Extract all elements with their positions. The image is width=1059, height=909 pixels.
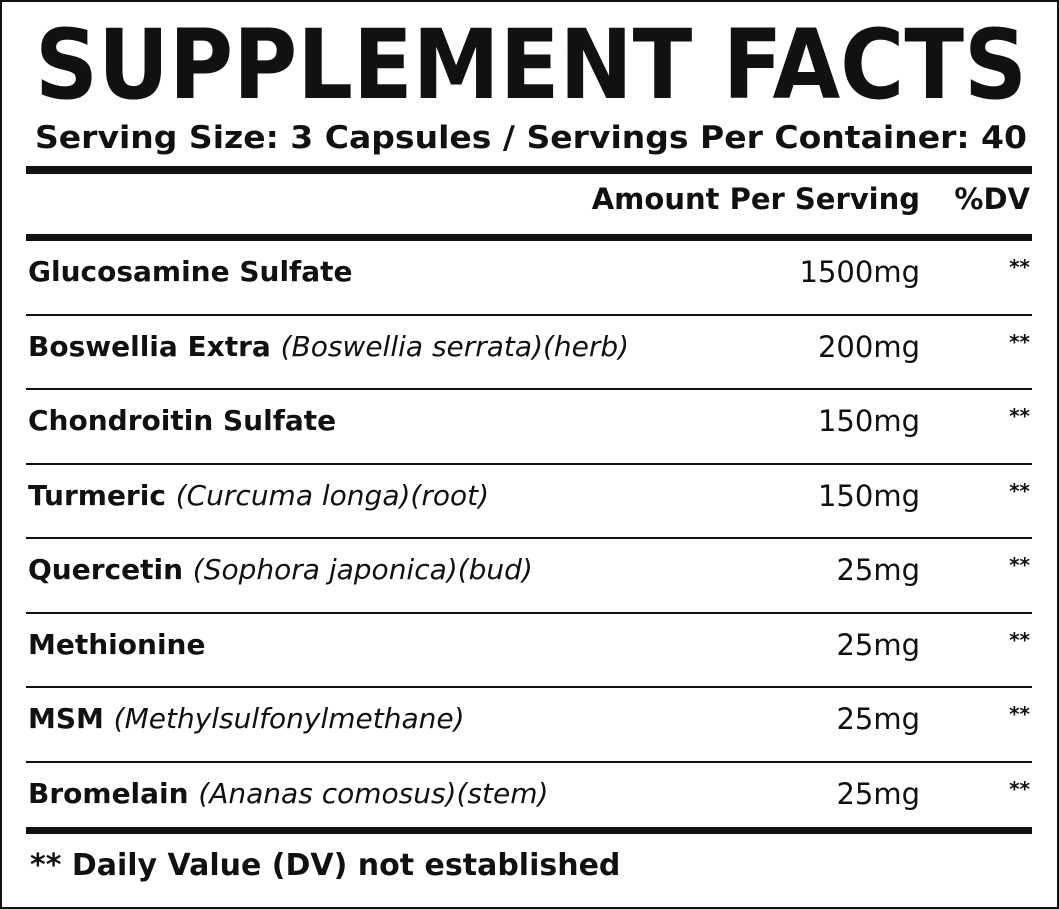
column-header: Amount Per Serving: [591, 182, 920, 216]
ingredient-name: Bromelain: [28, 776, 189, 810]
ingredient: Boswellia Extra (Boswellia serrata)(herb…: [28, 330, 629, 363]
ingredient: Turmeric (Curcuma longa)(root): [28, 479, 489, 512]
ingredient-name: Methionine: [28, 627, 206, 661]
thick-rule: [26, 234, 1032, 241]
ingredient: Quercetin (Sophora japonica)(bud): [28, 553, 533, 586]
title: SUPPLEMENT FACTS: [35, 9, 1027, 121]
amount: 150mg: [817, 478, 920, 513]
amount: 150mg: [817, 404, 920, 438]
ingredient-source: (Ananas comosus)(stem): [198, 776, 549, 810]
ingredient-name: Boswellia Extra: [28, 329, 271, 363]
heading: SUPPLEMENT FACTS Serving Size: 3 Capsule…: [35, 9, 1027, 156]
ingredient-name: Glucosamine Sulfate: [28, 255, 353, 288]
daily-value: **: [1009, 404, 1030, 428]
ingredient-name: Chondroitin Sulfate: [28, 404, 337, 437]
ingredient-source: (Curcuma longa)(root): [175, 478, 490, 512]
daily-value: **: [1009, 478, 1030, 503]
amount: 25mg: [836, 553, 920, 587]
daily-value: **: [1009, 255, 1030, 279]
thin-rule: [26, 313, 1032, 316]
daily-value: **: [1009, 553, 1030, 577]
amount: 200mg: [817, 329, 920, 364]
amount: 25mg: [836, 702, 920, 736]
thin-rule: [26, 388, 1032, 390]
thin-rule: [26, 686, 1032, 688]
amount: 25mg: [836, 627, 920, 662]
daily-value: **: [1009, 776, 1030, 801]
ingredient-name: MSM: [28, 702, 104, 735]
ingredient: Bromelain (Ananas comosus)(stem): [28, 777, 548, 810]
ingredient-name: Turmeric: [28, 478, 166, 512]
thick-rule: [26, 827, 1032, 834]
amount: 25mg: [836, 776, 920, 811]
ingredient: Chondroitin Sulfate: [28, 404, 336, 437]
daily-value: **: [1009, 329, 1030, 354]
ingredient-name: Quercetin: [28, 553, 184, 586]
ingredient: MSM (Methylsulfonylmethane): [28, 702, 465, 735]
daily-value: **: [1009, 702, 1030, 726]
thin-rule: [26, 760, 1032, 763]
daily-value: **: [1009, 627, 1030, 652]
thin-rule: [26, 611, 1032, 614]
thin-rule: [26, 462, 1032, 465]
ingredient: Methionine: [28, 628, 205, 661]
amount: 1500mg: [799, 255, 920, 289]
ingredient: Glucosamine Sulfate: [28, 255, 353, 288]
footnote: ** Daily Value (DV) not established: [30, 848, 621, 883]
thin-rule: [26, 537, 1032, 539]
serving-info: Serving Size: 3 Capsules / Servings Per …: [35, 120, 1027, 156]
column-header: %DV: [954, 182, 1030, 216]
thick-rule: [26, 166, 1032, 174]
ingredient-source: (Boswellia serrata)(herb): [280, 329, 630, 363]
ingredient-source: (Sophora japonica)(bud): [192, 553, 533, 586]
ingredient-source: (Methylsulfonylmethane): [113, 702, 465, 735]
